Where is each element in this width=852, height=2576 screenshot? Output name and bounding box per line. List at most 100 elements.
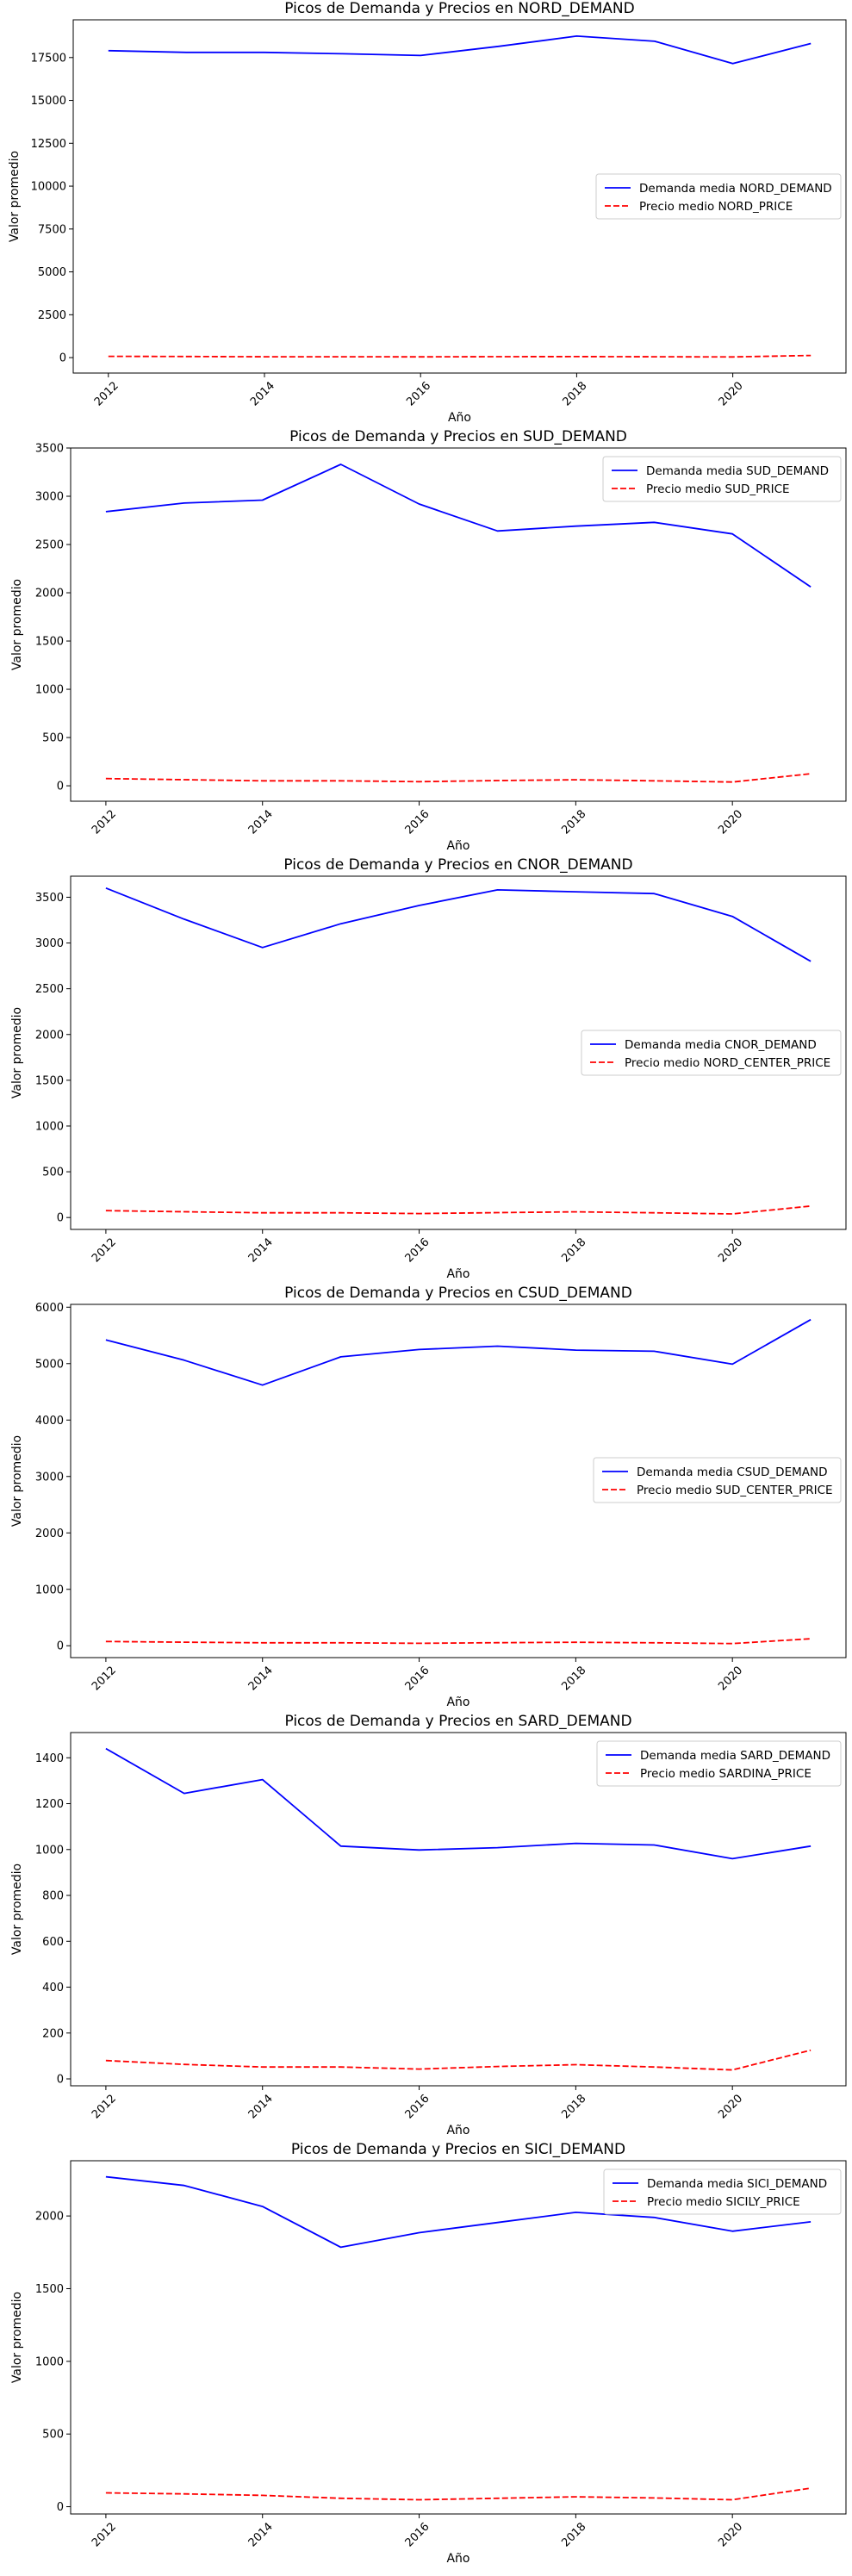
x-axis-label: Año bbox=[446, 1696, 470, 1709]
y-tick-label: 500 bbox=[42, 2429, 64, 2442]
series-line-price bbox=[105, 1205, 812, 1215]
series-line-demand bbox=[105, 887, 812, 962]
x-tick-label: 2018 bbox=[559, 807, 588, 837]
x-tick-label: 2018 bbox=[559, 1235, 588, 1265]
series-line-price bbox=[108, 354, 812, 358]
x-tick-label: 2012 bbox=[90, 1664, 119, 1693]
y-tick-label: 1000 bbox=[35, 2355, 64, 2368]
y-tick-label: 500 bbox=[42, 732, 64, 745]
series-line-demand bbox=[105, 2175, 812, 2249]
legend-label: Precio medio SUD_PRICE bbox=[646, 482, 790, 496]
series-line-price bbox=[105, 773, 812, 783]
chart-title: Picos de Demanda y Precios en CNOR_DEMAN… bbox=[283, 856, 632, 874]
x-tick-label: 2016 bbox=[403, 807, 432, 837]
y-tick-label: 400 bbox=[42, 1982, 64, 1994]
y-tick-label: 3500 bbox=[35, 443, 64, 456]
chart-title: Picos de Demanda y Precios en SARD_DEMAN… bbox=[284, 1713, 631, 1730]
legend-label: Precio medio NORD_CENTER_PRICE bbox=[625, 1056, 830, 1070]
legend-label: Demanda media CSUD_DEMAND bbox=[637, 1465, 827, 1479]
y-tick-label: 12500 bbox=[31, 138, 66, 151]
x-tick-label: 2020 bbox=[716, 2092, 745, 2121]
legend: Demanda media NORD_DEMAND Precio medio NO… bbox=[595, 173, 842, 220]
series-line-price bbox=[105, 2049, 812, 2071]
legend-label: Demanda media SARD_DEMAND bbox=[640, 1749, 830, 1763]
series-line-demand bbox=[108, 35, 812, 65]
legend-label: Demanda media NORD_DEMAND bbox=[639, 182, 832, 196]
x-axis-label: Año bbox=[446, 1267, 470, 1281]
x-axis-label: Año bbox=[446, 2552, 470, 2566]
x-tick-label: 2014 bbox=[246, 1664, 276, 1693]
series-line-price bbox=[105, 1638, 812, 1645]
x-tick-label: 2016 bbox=[403, 2092, 432, 2121]
y-tick-label: 2000 bbox=[35, 588, 64, 600]
y-tick-label: 2500 bbox=[35, 983, 64, 996]
legend-label: Precio medio SICILY_PRICE bbox=[647, 2195, 800, 2209]
legend-frame bbox=[595, 173, 842, 220]
y-tick-label: 1000 bbox=[35, 1120, 64, 1133]
y-tick-label: 1200 bbox=[35, 1798, 64, 1811]
x-tick-label: 2020 bbox=[716, 1664, 745, 1693]
axes-frame bbox=[70, 2160, 847, 2515]
x-axis-label: Año bbox=[448, 411, 471, 425]
y-tick-label: 1000 bbox=[35, 684, 64, 697]
y-axis-label: Valor promedio bbox=[8, 151, 22, 242]
y-axis-label: Valor promedio bbox=[10, 1864, 24, 1955]
x-tick-label: 2016 bbox=[404, 379, 433, 408]
y-tick-label: 3500 bbox=[35, 892, 64, 905]
legend-frame bbox=[596, 1740, 842, 1787]
y-tick-label: 200 bbox=[42, 2027, 64, 2040]
subplot-4: Picos de Demanda y Precios en CSUD_DEMAN… bbox=[10, 1285, 847, 1709]
y-tick-label: 1000 bbox=[35, 1844, 64, 1857]
x-tick-label: 2014 bbox=[246, 1235, 276, 1265]
subplot-5: Picos de Demanda y Precios en SARD_DEMAN… bbox=[10, 1713, 847, 2137]
series-line-price bbox=[105, 2487, 812, 2501]
y-tick-label: 0 bbox=[57, 2501, 64, 2514]
series-line-demand bbox=[105, 1318, 812, 1386]
y-tick-label: 0 bbox=[57, 1212, 64, 1225]
x-tick-label: 2014 bbox=[248, 379, 277, 408]
legend-label: Precio medio NORD_PRICE bbox=[639, 200, 793, 214]
y-tick-label: 0 bbox=[57, 781, 64, 793]
legend-label: Demanda media CNOR_DEMAND bbox=[625, 1038, 817, 1052]
legend: Demanda media SARD_DEMAND Precio medio SA… bbox=[596, 1740, 842, 1787]
y-axis-label: Valor promedio bbox=[10, 1007, 24, 1098]
y-tick-label: 2000 bbox=[35, 1029, 64, 1042]
x-tick-label: 2020 bbox=[716, 2520, 745, 2549]
y-tick-label: 2500 bbox=[35, 539, 64, 552]
x-tick-label: 2014 bbox=[246, 807, 276, 837]
x-tick-label: 2020 bbox=[716, 807, 745, 837]
y-tick-label: 17500 bbox=[31, 52, 66, 65]
y-tick-label: 0 bbox=[57, 1640, 64, 1653]
axes-frame bbox=[72, 19, 847, 374]
chart-title: Picos de Demanda y Precios en NORD_DEMAN… bbox=[284, 0, 634, 17]
y-tick-label: 1500 bbox=[35, 636, 64, 649]
y-tick-label: 0 bbox=[59, 352, 66, 365]
x-tick-label: 2018 bbox=[560, 379, 589, 408]
y-tick-label: 5000 bbox=[38, 266, 66, 279]
y-tick-label: 3000 bbox=[35, 491, 64, 504]
y-axis-label: Valor promedio bbox=[10, 579, 24, 670]
y-tick-label: 7500 bbox=[38, 223, 66, 236]
x-tick-label: 2014 bbox=[246, 2520, 276, 2549]
x-tick-label: 2012 bbox=[90, 1235, 119, 1265]
legend: Demanda media CSUD_DEMAND Precio medio SU… bbox=[593, 1457, 842, 1503]
subplot-2: Picos de Demanda y Precios en SUD_DEMAND… bbox=[10, 428, 847, 853]
x-tick-label: 2012 bbox=[90, 807, 119, 837]
legend: Demanda media SUD_DEMAND Precio medio SUD… bbox=[602, 456, 842, 502]
y-tick-label: 800 bbox=[42, 1890, 64, 1903]
axes-frame bbox=[70, 1732, 847, 2087]
x-axis-label: Año bbox=[446, 2124, 470, 2137]
x-tick-label: 2018 bbox=[559, 2092, 588, 2121]
legend-label: Precio medio SARDINA_PRICE bbox=[640, 1767, 812, 1781]
chart-title: Picos de Demanda y Precios en SICI_DEMAN… bbox=[291, 2141, 625, 2158]
x-tick-label: 2012 bbox=[90, 2092, 119, 2121]
legend-frame bbox=[581, 1030, 842, 1076]
legend-label: Precio medio SUD_CENTER_PRICE bbox=[637, 1484, 833, 1497]
series-line-demand bbox=[105, 1747, 812, 1860]
y-tick-label: 5000 bbox=[35, 1358, 64, 1371]
x-tick-label: 2016 bbox=[403, 2520, 432, 2549]
x-axis-label: Año bbox=[446, 839, 470, 853]
legend: Demanda media CNOR_DEMAND Precio medio NO… bbox=[581, 1030, 842, 1076]
series-line-demand bbox=[105, 464, 812, 588]
